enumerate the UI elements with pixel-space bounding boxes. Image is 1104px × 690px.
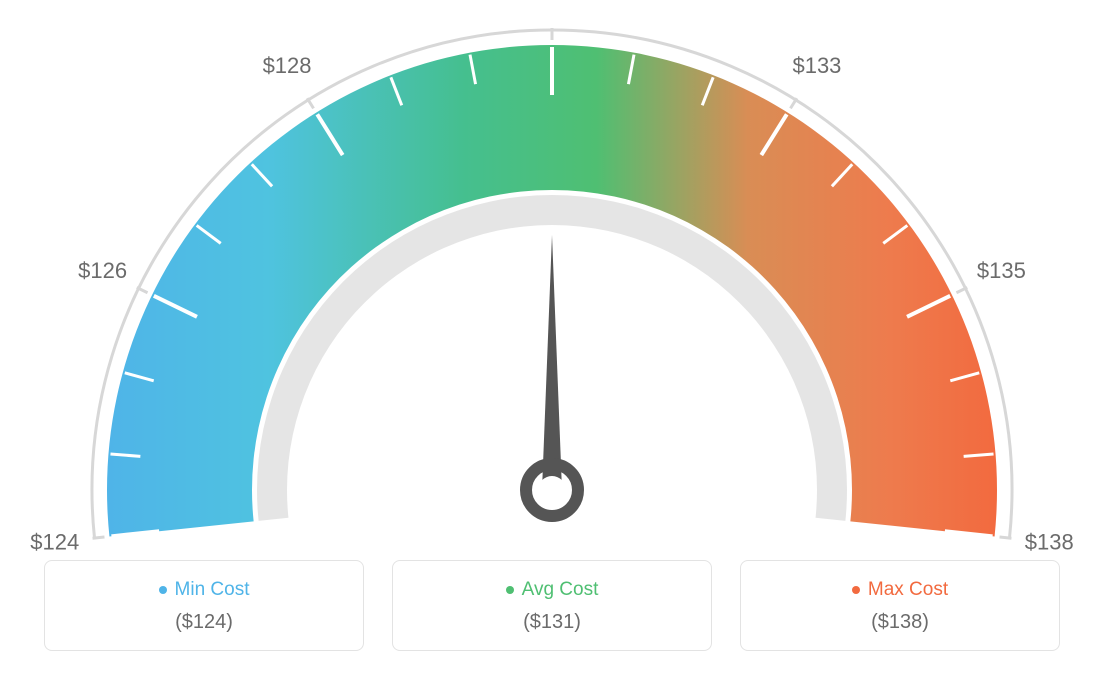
- svg-text:$138: $138: [1025, 529, 1074, 554]
- legend-dot-min: [159, 586, 167, 594]
- svg-text:$126: $126: [78, 258, 127, 283]
- legend-title-max: Max Cost: [852, 579, 948, 601]
- legend-value-min: ($124): [65, 611, 343, 634]
- legend-card-max: Max Cost ($138): [740, 560, 1060, 651]
- svg-text:$124: $124: [30, 529, 79, 554]
- legend-row: Min Cost ($124) Avg Cost ($131) Max Cost…: [0, 560, 1104, 651]
- legend-value-avg: ($131): [413, 611, 691, 634]
- svg-text:$133: $133: [792, 53, 841, 78]
- legend-title-min: Min Cost: [159, 579, 250, 601]
- legend-card-avg: Avg Cost ($131): [392, 560, 712, 651]
- svg-text:$131: $131: [528, 0, 577, 2]
- svg-text:$128: $128: [263, 53, 312, 78]
- legend-label-avg: Avg Cost: [522, 579, 599, 601]
- legend-value-max: ($138): [761, 611, 1039, 634]
- legend-card-min: Min Cost ($124): [44, 560, 364, 651]
- gauge-chart: $124 $126 $128 $131 $133 $135 $138: [0, 0, 1104, 560]
- legend-label-min: Min Cost: [175, 579, 250, 601]
- legend-dot-max: [852, 586, 860, 594]
- svg-text:$135: $135: [977, 258, 1026, 283]
- legend-dot-avg: [506, 586, 514, 594]
- legend-title-avg: Avg Cost: [506, 579, 599, 601]
- legend-label-max: Max Cost: [868, 579, 948, 601]
- gauge-svg: $124 $126 $128 $131 $133 $135 $138: [0, 0, 1104, 560]
